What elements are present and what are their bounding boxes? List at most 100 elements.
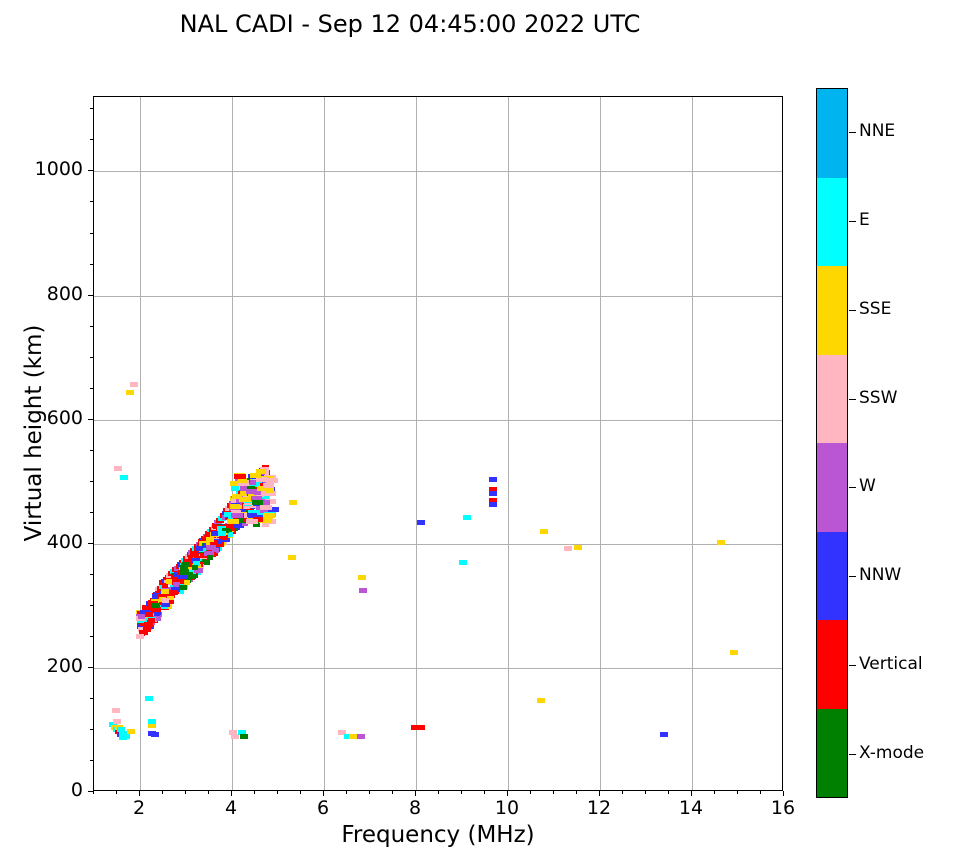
x-tick-minor [116, 791, 117, 794]
data-point [730, 649, 739, 655]
gridline-vertical [140, 97, 141, 790]
data-point [165, 595, 174, 601]
y-tick-minor [90, 356, 93, 358]
x-tick-minor [346, 791, 347, 794]
y-tick-label: 800 [46, 282, 83, 305]
data-point [248, 512, 258, 518]
colorbar-tick [849, 664, 856, 666]
data-point [219, 534, 229, 540]
x-tick-minor [760, 791, 761, 794]
data-point [239, 734, 248, 740]
data-point [162, 597, 170, 603]
data-point [141, 604, 152, 610]
data-point [288, 500, 297, 506]
data-point [136, 634, 144, 640]
data-point [231, 486, 240, 492]
data-point [180, 564, 189, 570]
colorbar-label-nne: NNE [859, 121, 896, 142]
gridline-vertical [600, 97, 601, 790]
y-tick-label: 1000 [34, 158, 83, 181]
x-tick-minor [93, 791, 94, 794]
colorbar-tick [849, 221, 856, 223]
data-point [217, 530, 226, 536]
x-tick-minor [645, 791, 646, 794]
colorbar-segment-w[interactable] [817, 443, 847, 532]
colorbar-label-vertical: Vertical [859, 653, 923, 674]
colorbar-segment-sse[interactable] [817, 266, 847, 355]
x-tick-minor [162, 791, 163, 794]
data-point [256, 469, 267, 475]
colorbar-tick [849, 309, 856, 311]
data-point [253, 517, 264, 523]
data-point [156, 594, 167, 600]
colorbar-segment-nnw[interactable] [817, 531, 847, 620]
data-point [230, 497, 240, 503]
data-point [167, 599, 175, 605]
data-point [267, 506, 279, 512]
data-point [240, 508, 247, 514]
gridline-vertical [232, 97, 233, 790]
data-point [249, 503, 257, 509]
data-point [266, 478, 279, 483]
colorbar-segment-x-mode[interactable] [817, 708, 847, 797]
x-tick-mark [599, 791, 600, 796]
data-point [143, 621, 153, 627]
data-point [205, 545, 216, 551]
x-tick-minor [622, 791, 623, 794]
data-point [200, 549, 208, 555]
gridline-horizontal [94, 419, 782, 421]
y-tick-mark [88, 791, 93, 792]
data-point [227, 526, 237, 531]
colorbar-segment-nne[interactable] [817, 89, 847, 178]
data-point [213, 535, 220, 541]
data-point [183, 569, 190, 575]
x-tick-minor [254, 791, 255, 794]
colorbar-segment-ssw[interactable] [817, 354, 847, 443]
gridline-vertical [416, 97, 417, 790]
x-tick-minor [300, 791, 301, 794]
colorbar-tick [849, 753, 856, 755]
data-point [139, 629, 149, 635]
data-point [226, 518, 235, 524]
gridline-horizontal [94, 667, 782, 669]
data-point [265, 487, 274, 493]
data-point [144, 612, 153, 618]
colorbar-label-ssw: SSW [859, 387, 898, 408]
y-tick-minor [90, 108, 93, 110]
x-tick-mark [415, 791, 416, 796]
x-tick-label: 12 [586, 797, 612, 819]
data-point [416, 520, 425, 526]
plot-area[interactable] [93, 96, 783, 791]
y-axis-label: Virtual height (km) [21, 324, 47, 542]
data-point [130, 381, 139, 387]
data-point [155, 610, 162, 616]
colorbar-segment-vertical[interactable] [817, 620, 847, 709]
data-point [258, 518, 271, 524]
data-point [416, 724, 425, 730]
data-point [537, 697, 546, 703]
colorbar[interactable] [816, 88, 848, 798]
data-point [152, 615, 162, 621]
y-tick-label: 0 [70, 779, 83, 801]
data-point [256, 471, 266, 477]
data-point [179, 584, 188, 590]
y-tick-mark [88, 542, 93, 544]
data-point [267, 491, 276, 497]
data-point [119, 474, 128, 480]
data-point [716, 540, 725, 546]
x-tick-minor [484, 791, 485, 794]
data-point [147, 723, 156, 729]
page-title: NAL CADI - Sep 12 04:45:00 2022 UTC [179, 10, 641, 38]
data-point [122, 734, 131, 740]
data-point [262, 513, 275, 519]
data-point [239, 521, 248, 527]
data-point [458, 559, 467, 565]
data-point [539, 528, 548, 534]
data-point [143, 626, 152, 632]
x-tick-minor [461, 791, 462, 794]
data-point [151, 606, 162, 612]
data-point [173, 582, 181, 588]
data-point [261, 490, 271, 496]
colorbar-segment-e[interactable] [817, 177, 847, 266]
